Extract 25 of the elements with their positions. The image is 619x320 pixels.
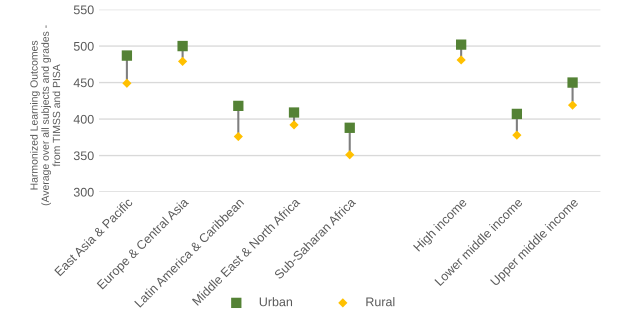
point	[234, 132, 243, 142]
point	[233, 100, 244, 112]
point	[122, 50, 132, 61]
point	[345, 150, 354, 160]
point	[567, 77, 578, 88]
point	[456, 39, 466, 50]
legend-label: Rural	[366, 297, 394, 306]
point	[288, 107, 300, 118]
legend-label: Urban	[260, 297, 292, 306]
y-tick-label: 350	[74, 151, 94, 160]
point	[178, 56, 188, 66]
point	[344, 122, 355, 133]
y-axis-title: Harmonized Learning Outcomes (Average over all subjects and grades - from TIMSS and PISA	[30, 25, 60, 206]
y-tick-label: 400	[74, 114, 94, 124]
point	[512, 130, 522, 140]
point	[122, 78, 132, 88]
y-tick-label: 550	[74, 5, 94, 14]
point	[456, 55, 466, 65]
point	[512, 108, 522, 120]
point	[177, 40, 188, 52]
y-tick-label: 300	[74, 188, 94, 197]
point	[568, 100, 578, 110]
point	[289, 120, 299, 130]
y-tick-label: 450	[74, 78, 94, 88]
y-tick-label: 500	[74, 42, 94, 51]
